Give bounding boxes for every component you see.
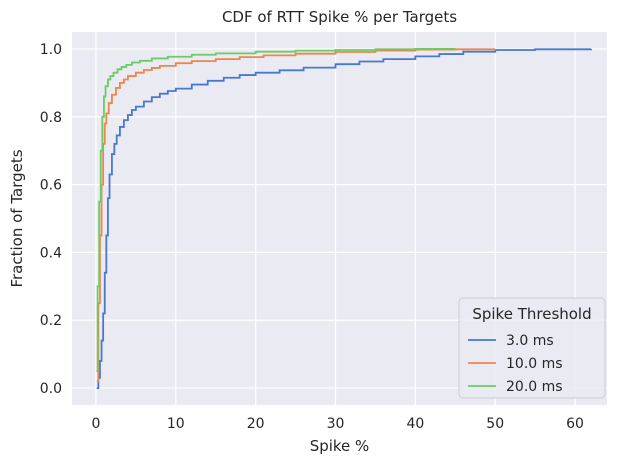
x-tick-label: 20 [247,416,265,432]
legend-label: 10.0 ms [506,356,563,372]
x-tick-label: 50 [486,416,504,432]
legend-label: 20.0 ms [506,379,563,395]
series-line-2 [96,48,456,372]
legend-title: Spike Threshold [472,305,591,323]
x-tick-label: 30 [327,416,345,432]
y-tick-label: 0.0 [40,381,62,397]
y-tick-label: 0.4 [40,245,62,261]
legend-box [458,297,606,399]
x-axis-ticks: 0 10 20 30 40 50 60 [91,416,583,432]
series-line-1 [96,48,497,383]
x-tick-label: 40 [406,416,424,432]
y-tick-label: 0.2 [40,313,62,329]
series-lines [96,48,592,389]
y-tick-label: 1.0 [40,42,62,58]
series-line-0 [96,48,592,389]
x-tick-label: 0 [91,416,100,432]
y-axis-ticks: 0.0 0.2 0.4 0.6 0.8 1.0 [40,42,62,397]
legend-label: 3.0 ms [506,333,554,349]
y-axis-title: Fraction of Targets [8,149,26,287]
y-tick-label: 0.8 [40,110,62,126]
y-tick-label: 0.6 [40,178,62,194]
chart-title: CDF of RTT Spike % per Targets [222,8,457,26]
legend: Spike Threshold 3.0 ms 10.0 ms 20.0 ms [458,297,606,399]
legend-items: 3.0 ms 10.0 ms 20.0 ms [468,333,563,395]
x-tick-label: 60 [566,416,584,432]
grid [72,32,607,405]
x-tick-label: 10 [167,416,185,432]
x-axis-title: Spike % [310,437,370,455]
